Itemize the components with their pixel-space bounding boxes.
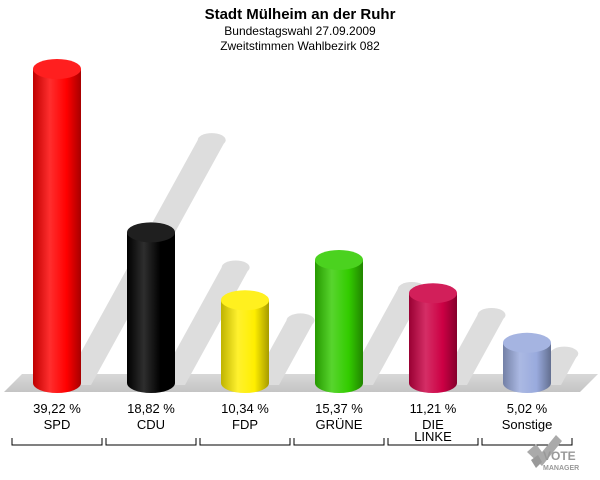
bar xyxy=(127,232,175,393)
bar xyxy=(33,69,81,393)
bar xyxy=(221,300,269,393)
chart-subtitle-1: Bundestagswahl 27.09.2009 xyxy=(224,24,376,38)
category-label: CDU xyxy=(137,417,165,432)
category-bracket xyxy=(481,438,573,446)
category-bracket xyxy=(199,438,291,446)
value-label: 15,37 % xyxy=(315,401,363,416)
bar-top xyxy=(127,222,175,243)
bar xyxy=(315,259,363,393)
category-bracket xyxy=(293,438,385,446)
value-labels: 39,22 % 18,82 % 10,34 % 15,37 % 11,21 % 5,02 … xyxy=(33,401,548,416)
bar-shadow-cap xyxy=(221,260,250,275)
bar-shadow-cap xyxy=(197,133,226,148)
chart-subtitle-2: Zweitstimmen Wahlbezirk 082 xyxy=(220,39,380,53)
bar-top xyxy=(221,290,269,311)
category-label: SPD xyxy=(44,417,71,432)
bar-shadow-cap xyxy=(286,313,315,328)
check-icon xyxy=(527,435,562,468)
value-label: 5,02 % xyxy=(507,401,548,416)
category-label: DIE xyxy=(422,417,444,432)
bar-shadow-cap xyxy=(477,307,506,322)
value-label: 18,82 % xyxy=(127,401,175,416)
bar-shadow xyxy=(345,289,426,385)
category-bracket xyxy=(105,438,197,446)
bars xyxy=(33,59,551,393)
category-bracket xyxy=(11,438,103,446)
bar-shadow-cap xyxy=(550,346,579,361)
value-label: 10,34 % xyxy=(221,401,269,416)
bar-top xyxy=(503,332,551,353)
bar-top xyxy=(33,59,81,79)
bar-top xyxy=(315,249,363,270)
category-label: FDP xyxy=(232,417,258,432)
category-label: LINKE xyxy=(414,429,452,444)
bar xyxy=(409,293,457,393)
votemanager-logo: VOTE MANAGER xyxy=(527,435,579,472)
category-bracket xyxy=(387,438,479,446)
value-label: 11,21 % xyxy=(410,401,457,416)
logo-line-2: MANAGER xyxy=(543,465,579,472)
bar-top xyxy=(409,283,457,304)
bar xyxy=(503,342,551,393)
category-label: Sonstige xyxy=(502,417,553,432)
chart-title: Stadt Mülheim an der Ruhr xyxy=(205,6,396,23)
value-label: 39,22 % xyxy=(33,401,81,416)
logo-line-1: VOTE xyxy=(543,449,576,463)
category-brackets xyxy=(11,438,573,446)
category-label: GRÜNE xyxy=(316,417,363,432)
